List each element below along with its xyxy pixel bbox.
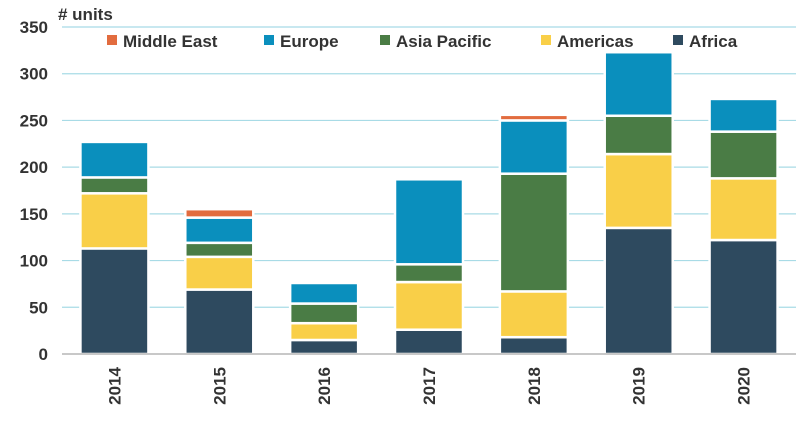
x-tick-label: 2014 [105, 366, 124, 404]
y-tick-label: 250 [20, 111, 48, 130]
y-tick-label: 100 [20, 252, 48, 271]
legend-label: Middle East [123, 32, 218, 51]
bar-segment-americas [603, 152, 674, 230]
y-tick-label: 0 [39, 345, 48, 364]
bar-segment-americas [184, 255, 255, 291]
bar-segment-asia-pacific [79, 176, 150, 195]
bar-segment-africa [184, 288, 255, 356]
x-tick-labels: 2014 2015 2016 2017 2018 2019 2020 [105, 366, 753, 404]
bar-segment-asia-pacific [603, 114, 674, 156]
x-tick-label: 2018 [525, 367, 544, 405]
y-tick-label: 50 [29, 298, 48, 317]
bar-segment-middle-east [184, 207, 255, 219]
legend-swatch [264, 35, 274, 45]
x-tick-label: 2015 [210, 367, 229, 405]
legend-label: Europe [280, 32, 339, 51]
bar-segment-asia-pacific [498, 172, 570, 293]
legend-label: Africa [689, 32, 738, 51]
bar-segment-africa [79, 247, 150, 356]
x-tick-label: 2016 [315, 367, 334, 405]
legend-swatch [380, 35, 390, 45]
bar-segment-americas [393, 280, 465, 331]
legend-swatch [107, 35, 117, 45]
bar-segment-europe [288, 281, 360, 305]
y-tick-label: 300 [20, 65, 48, 84]
y-axis-label: # units [58, 5, 113, 24]
bar-segment-africa [288, 338, 360, 356]
bar-segment-americas [79, 192, 150, 250]
bars [79, 50, 779, 356]
bar-segment-americas [288, 321, 360, 342]
y-tick-label: 200 [20, 158, 48, 177]
legend-label: Americas [557, 32, 634, 51]
x-tick-label: 2020 [735, 367, 754, 405]
legend-label: Asia Pacific [396, 32, 491, 51]
legend: Middle East Europe Asia Pacific Americas Afr… [107, 32, 738, 51]
bar-segment-africa [393, 328, 465, 356]
bar-segment-europe [79, 140, 150, 179]
y-tick-label: 150 [20, 205, 48, 224]
bar-segment-middle-east [498, 113, 570, 122]
bar-segment-europe [184, 216, 255, 245]
bar-segment-europe [393, 178, 465, 266]
legend-swatch [541, 35, 551, 45]
bar-segment-europe [603, 50, 674, 118]
bar-segment-europe [708, 97, 779, 133]
bar-segment-africa [498, 335, 570, 356]
bar-segment-africa [708, 238, 779, 356]
bar-segment-americas [708, 177, 779, 242]
bar-segment-americas [498, 290, 570, 339]
y-tick-labels: 0 50 100 150 200 250 300 350 [20, 18, 48, 364]
bar-segment-asia-pacific [288, 302, 360, 325]
bar-segment-asia-pacific [393, 263, 465, 284]
bar-segment-africa [603, 226, 674, 356]
y-tick-label: 350 [20, 18, 48, 37]
x-tick-label: 2019 [630, 367, 649, 405]
bar-segment-europe [498, 119, 570, 175]
bar-segment-asia-pacific [708, 130, 779, 180]
legend-swatch [673, 35, 683, 45]
x-tick-label: 2017 [420, 367, 439, 405]
bar-segment-asia-pacific [184, 241, 255, 259]
